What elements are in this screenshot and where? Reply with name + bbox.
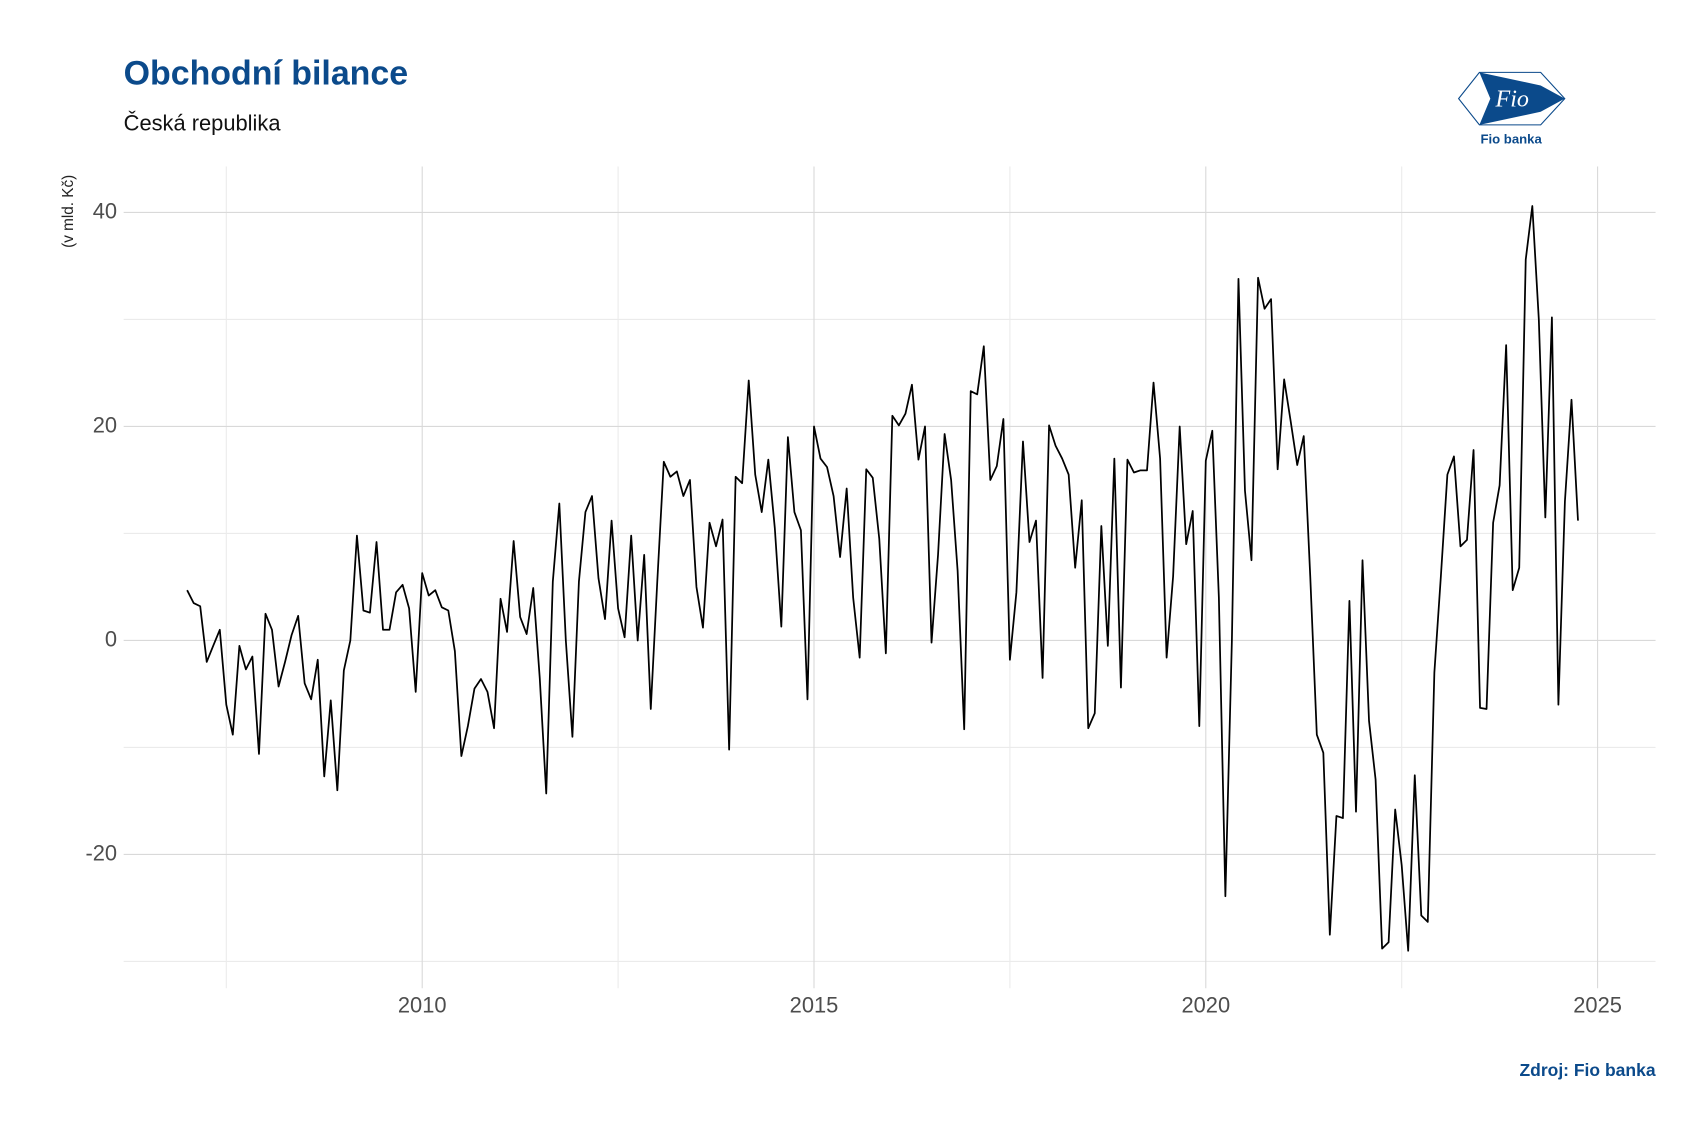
source: Zdroj: Fio banka xyxy=(1519,1060,1655,1080)
x-tick-label: 2025 xyxy=(1573,993,1622,1018)
data-line xyxy=(186,205,1579,952)
logo-flag xyxy=(1479,72,1565,125)
y-tick-label: -20 xyxy=(85,840,117,865)
y-axis-label: (v mld. Kč) xyxy=(60,175,77,248)
chart-title: Obchodní bilance xyxy=(124,55,408,93)
x-tick-label: 2010 xyxy=(398,993,447,1018)
logo-name: Fio banka xyxy=(1480,132,1542,147)
x-tick-label: 2015 xyxy=(790,993,839,1018)
chart-subtitle: Česká republika xyxy=(124,111,282,136)
y-tick-label: 0 xyxy=(105,626,117,651)
logo: Fio Fio banka xyxy=(1457,71,1566,147)
y-tick-label: 40 xyxy=(93,198,117,223)
logo-mark: Fio xyxy=(1495,86,1529,112)
x-tick-label: 2020 xyxy=(1181,993,1230,1018)
y-tick-label: 20 xyxy=(93,412,117,437)
